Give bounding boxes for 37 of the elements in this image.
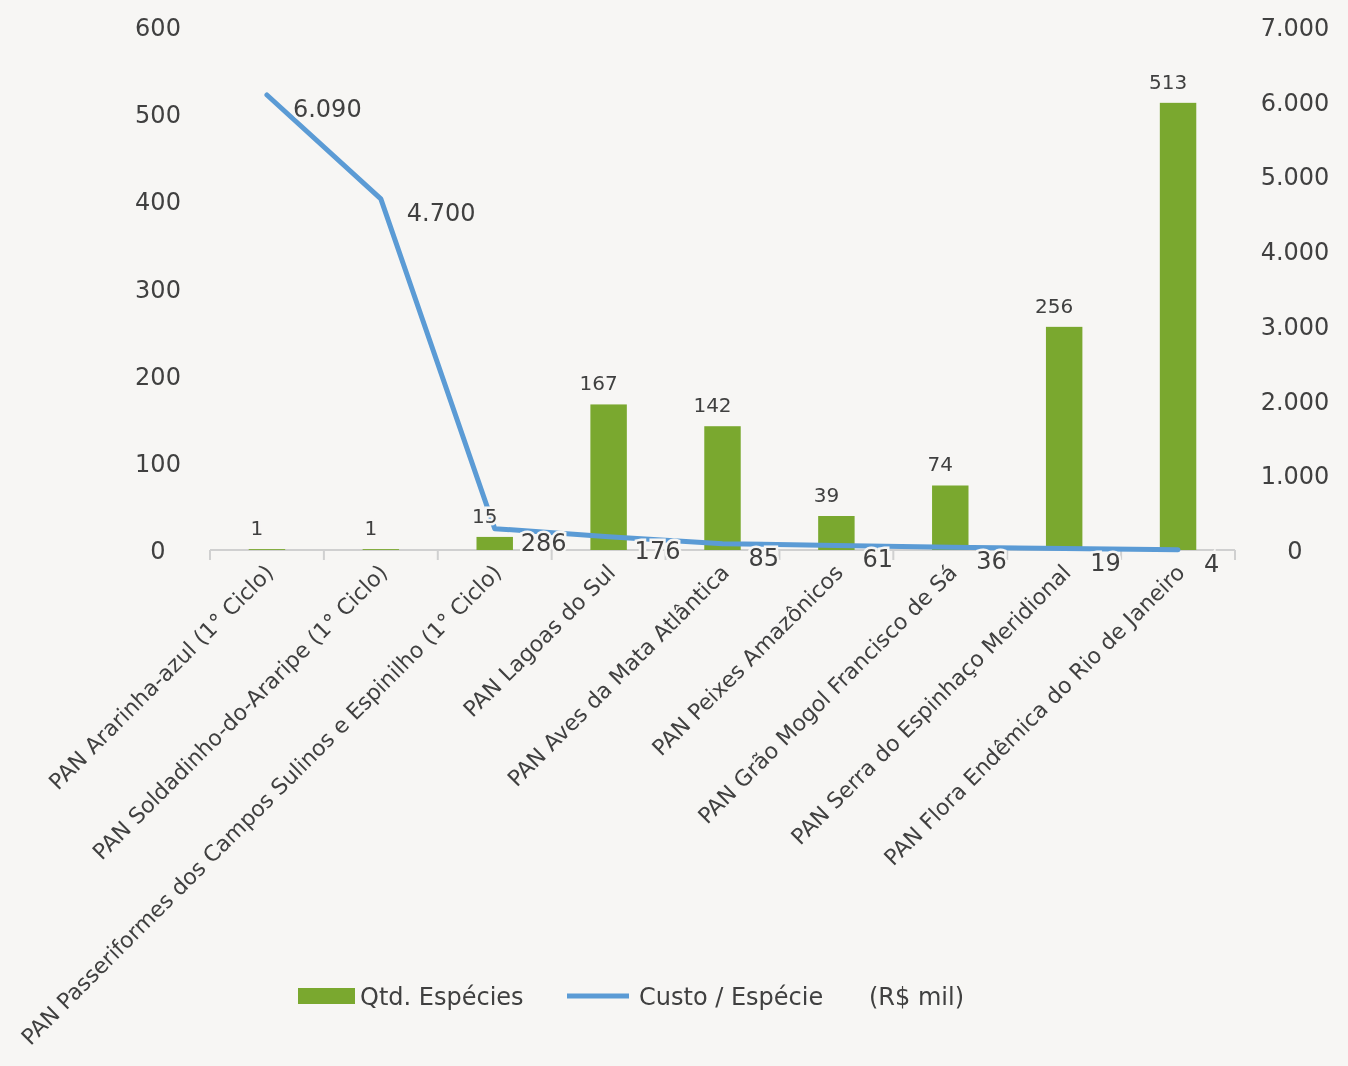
- y2-tick-label: 7.000: [1260, 14, 1330, 42]
- y2-tick-label: 3.000: [1260, 312, 1330, 341]
- y-tick-label: 500: [135, 101, 181, 130]
- data-label: 1: [250, 516, 264, 541]
- bar: [704, 426, 741, 550]
- bar: [590, 404, 627, 550]
- data-label: 1: [364, 516, 378, 541]
- y2-tick-label: 2.000: [1260, 387, 1330, 416]
- data-label: 74: [927, 452, 953, 477]
- data-label: 6.090: [292, 94, 362, 123]
- legend-label: Custo / Espécie (R$ mil): [639, 983, 964, 1011]
- y-tick-label: 200: [135, 362, 181, 391]
- y-tick-label: 0: [150, 537, 166, 565]
- legend-label: Qtd. Espécies: [360, 983, 524, 1011]
- y2-tick-label: 1.000: [1260, 462, 1330, 491]
- data-label: 4.700: [406, 198, 476, 227]
- bar: [1159, 102, 1197, 550]
- y2-tick-label: 0: [1287, 537, 1303, 565]
- data-label: 4: [1204, 549, 1220, 578]
- y2-tick-label: 5.000: [1260, 163, 1330, 192]
- y-tick-label: 100: [135, 449, 181, 478]
- data-label: 142: [693, 393, 732, 418]
- data-label: 61: [862, 545, 893, 574]
- data-label: 167: [579, 371, 618, 396]
- y-tick-label: 400: [135, 188, 181, 217]
- data-label: 176: [634, 536, 681, 565]
- data-label: 256: [1035, 293, 1074, 318]
- y2-tick-label: 6.000: [1260, 88, 1330, 117]
- y2-tick-label: 4.000: [1260, 238, 1330, 267]
- y-tick-label: 300: [135, 275, 181, 304]
- data-label: 513: [1148, 69, 1188, 94]
- data-label: 85: [748, 543, 780, 572]
- y-tick-label: 600: [135, 14, 181, 42]
- data-label: 39: [813, 483, 840, 508]
- bar: [476, 536, 513, 550]
- data-label: 19: [1090, 548, 1121, 577]
- data-label: 286: [520, 528, 567, 557]
